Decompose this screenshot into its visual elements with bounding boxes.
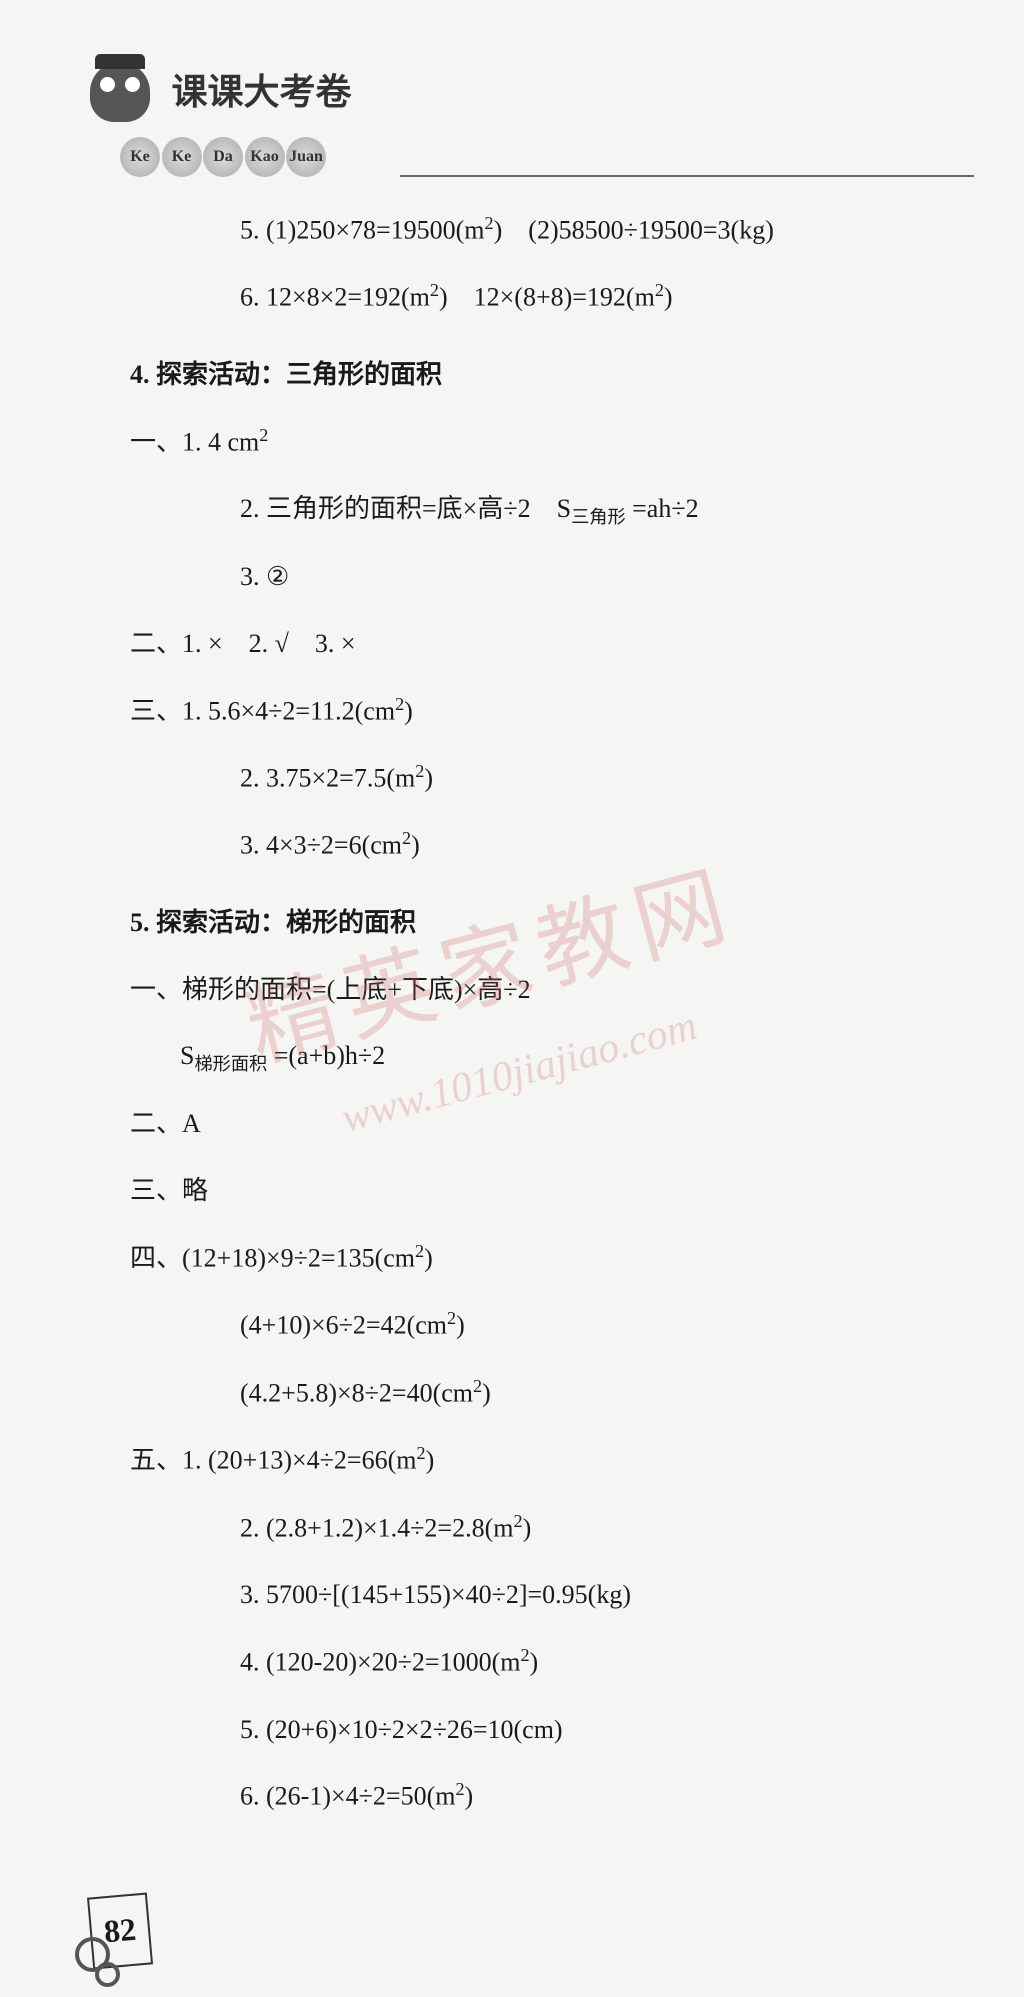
owl-eyes [100,77,115,92]
content-line: 二、A [130,1101,924,1148]
owl-icon [90,62,150,122]
content-line: 2. (2.8+1.2)×1.4÷2=2.8(m2) [240,1505,924,1552]
header-divider [400,175,974,177]
content-line: 4. 探索活动：三角形的面积 [130,352,924,399]
content-line: 6. 12×8×2=192(m2) 12×(8+8)=192(m2) [240,274,924,321]
content-line: 5. (20+6)×10÷2×2÷26=10(cm) [240,1707,924,1754]
content-line: 一、梯形的面积=(上底+下底)×高÷2 [130,967,924,1014]
content-line: 二、1. × 2. √ 3. × [130,621,924,668]
gear-icon [95,1962,120,1987]
pinyin-bubble: Da [203,137,243,177]
title-text: 课课大考卷 [172,60,352,125]
pinyin-bubble: Ke [162,137,202,177]
content-line: 一、1. 4 cm2 [130,419,924,466]
content-line: 三、1. 5.6×4÷2=11.2(cm2) [130,688,924,735]
content-line: S梯形面积 =(a+b)h÷2 [180,1033,924,1081]
header-logo: 课课大考卷 Ke Ke Da Kao Juan [90,60,924,177]
content-line: 四、(12+18)×9÷2=135(cm2) [130,1235,924,1282]
content-line: 五、1. (20+13)×4÷2=66(m2) [130,1437,924,1484]
content-line: 三、略 [130,1168,924,1215]
content-line: 2. 3.75×2=7.5(m2) [240,755,924,802]
pinyin-bubble: Juan [286,137,326,177]
content-line: 6. (26-1)×4÷2=50(m2) [240,1773,924,1820]
content-line: 5. (1)250×78=19500(m2) (2)58500÷19500=3(… [240,207,924,254]
pinyin-row: Ke Ke Da Kao Juan [120,130,924,177]
gear-decoration [75,1937,125,1987]
page-number-container: 82 [90,1895,150,1967]
content-line: 3. 4×3÷2=6(cm2) [240,822,924,869]
pinyin-bubble: Ke [120,137,160,177]
content-line: (4.2+5.8)×8÷2=40(cm2) [240,1370,924,1417]
content-line: 3. ② [240,554,924,601]
pinyin-bubble: Kao [245,137,285,177]
content-line: 5. 探索活动：梯形的面积 [130,900,924,947]
content-line: (4+10)×6÷2=42(cm2) [240,1302,924,1349]
content-line: 2. 三角形的面积=底×高÷2 S三角形 =ah÷2 [240,486,924,534]
content-line: 3. 5700÷[(145+155)×40÷2]=0.95(kg) [240,1572,924,1619]
content-body: 5. (1)250×78=19500(m2) (2)58500÷19500=3(… [120,207,924,1821]
content-line: 4. (120-20)×20÷2=1000(m2) [240,1639,924,1686]
